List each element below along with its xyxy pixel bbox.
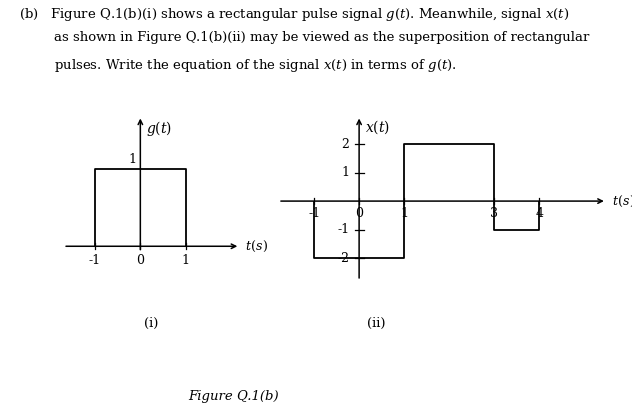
Text: 1: 1	[128, 152, 136, 166]
Text: as shown in Figure Q.1(b)(ii) may be viewed as the superposition of rectangular: as shown in Figure Q.1(b)(ii) may be vie…	[54, 31, 589, 44]
Text: 1: 1	[400, 207, 408, 221]
Text: $t(s)$: $t(s)$	[242, 239, 268, 254]
Text: 2: 2	[341, 138, 349, 151]
Text: -1: -1	[337, 223, 349, 236]
Text: -1: -1	[89, 254, 101, 267]
Text: 1: 1	[341, 166, 349, 179]
Text: 0: 0	[137, 254, 144, 267]
Text: pulses. Write the equation of the signal $x(t)$ in terms of $g(t)$.: pulses. Write the equation of the signal…	[54, 57, 456, 74]
Text: 1: 1	[182, 254, 190, 267]
Text: (i): (i)	[145, 317, 159, 330]
Text: 0: 0	[355, 207, 363, 221]
Text: (ii): (ii)	[367, 317, 386, 330]
Text: $x(t)$: $x(t)$	[365, 119, 389, 136]
Text: $g(t)$: $g(t)$	[146, 119, 172, 138]
Text: -1: -1	[308, 207, 320, 221]
Text: Figure Q.1(b): Figure Q.1(b)	[188, 390, 279, 403]
Text: $t(s)$: $t(s)$	[609, 194, 632, 209]
Text: (b)   Figure Q.1(b)(i) shows a rectangular pulse signal $g(t)$. Meanwhile, signa: (b) Figure Q.1(b)(i) shows a rectangular…	[19, 6, 569, 23]
Text: 3: 3	[490, 207, 498, 221]
Text: -2: -2	[337, 252, 349, 265]
Text: 4: 4	[535, 207, 543, 221]
